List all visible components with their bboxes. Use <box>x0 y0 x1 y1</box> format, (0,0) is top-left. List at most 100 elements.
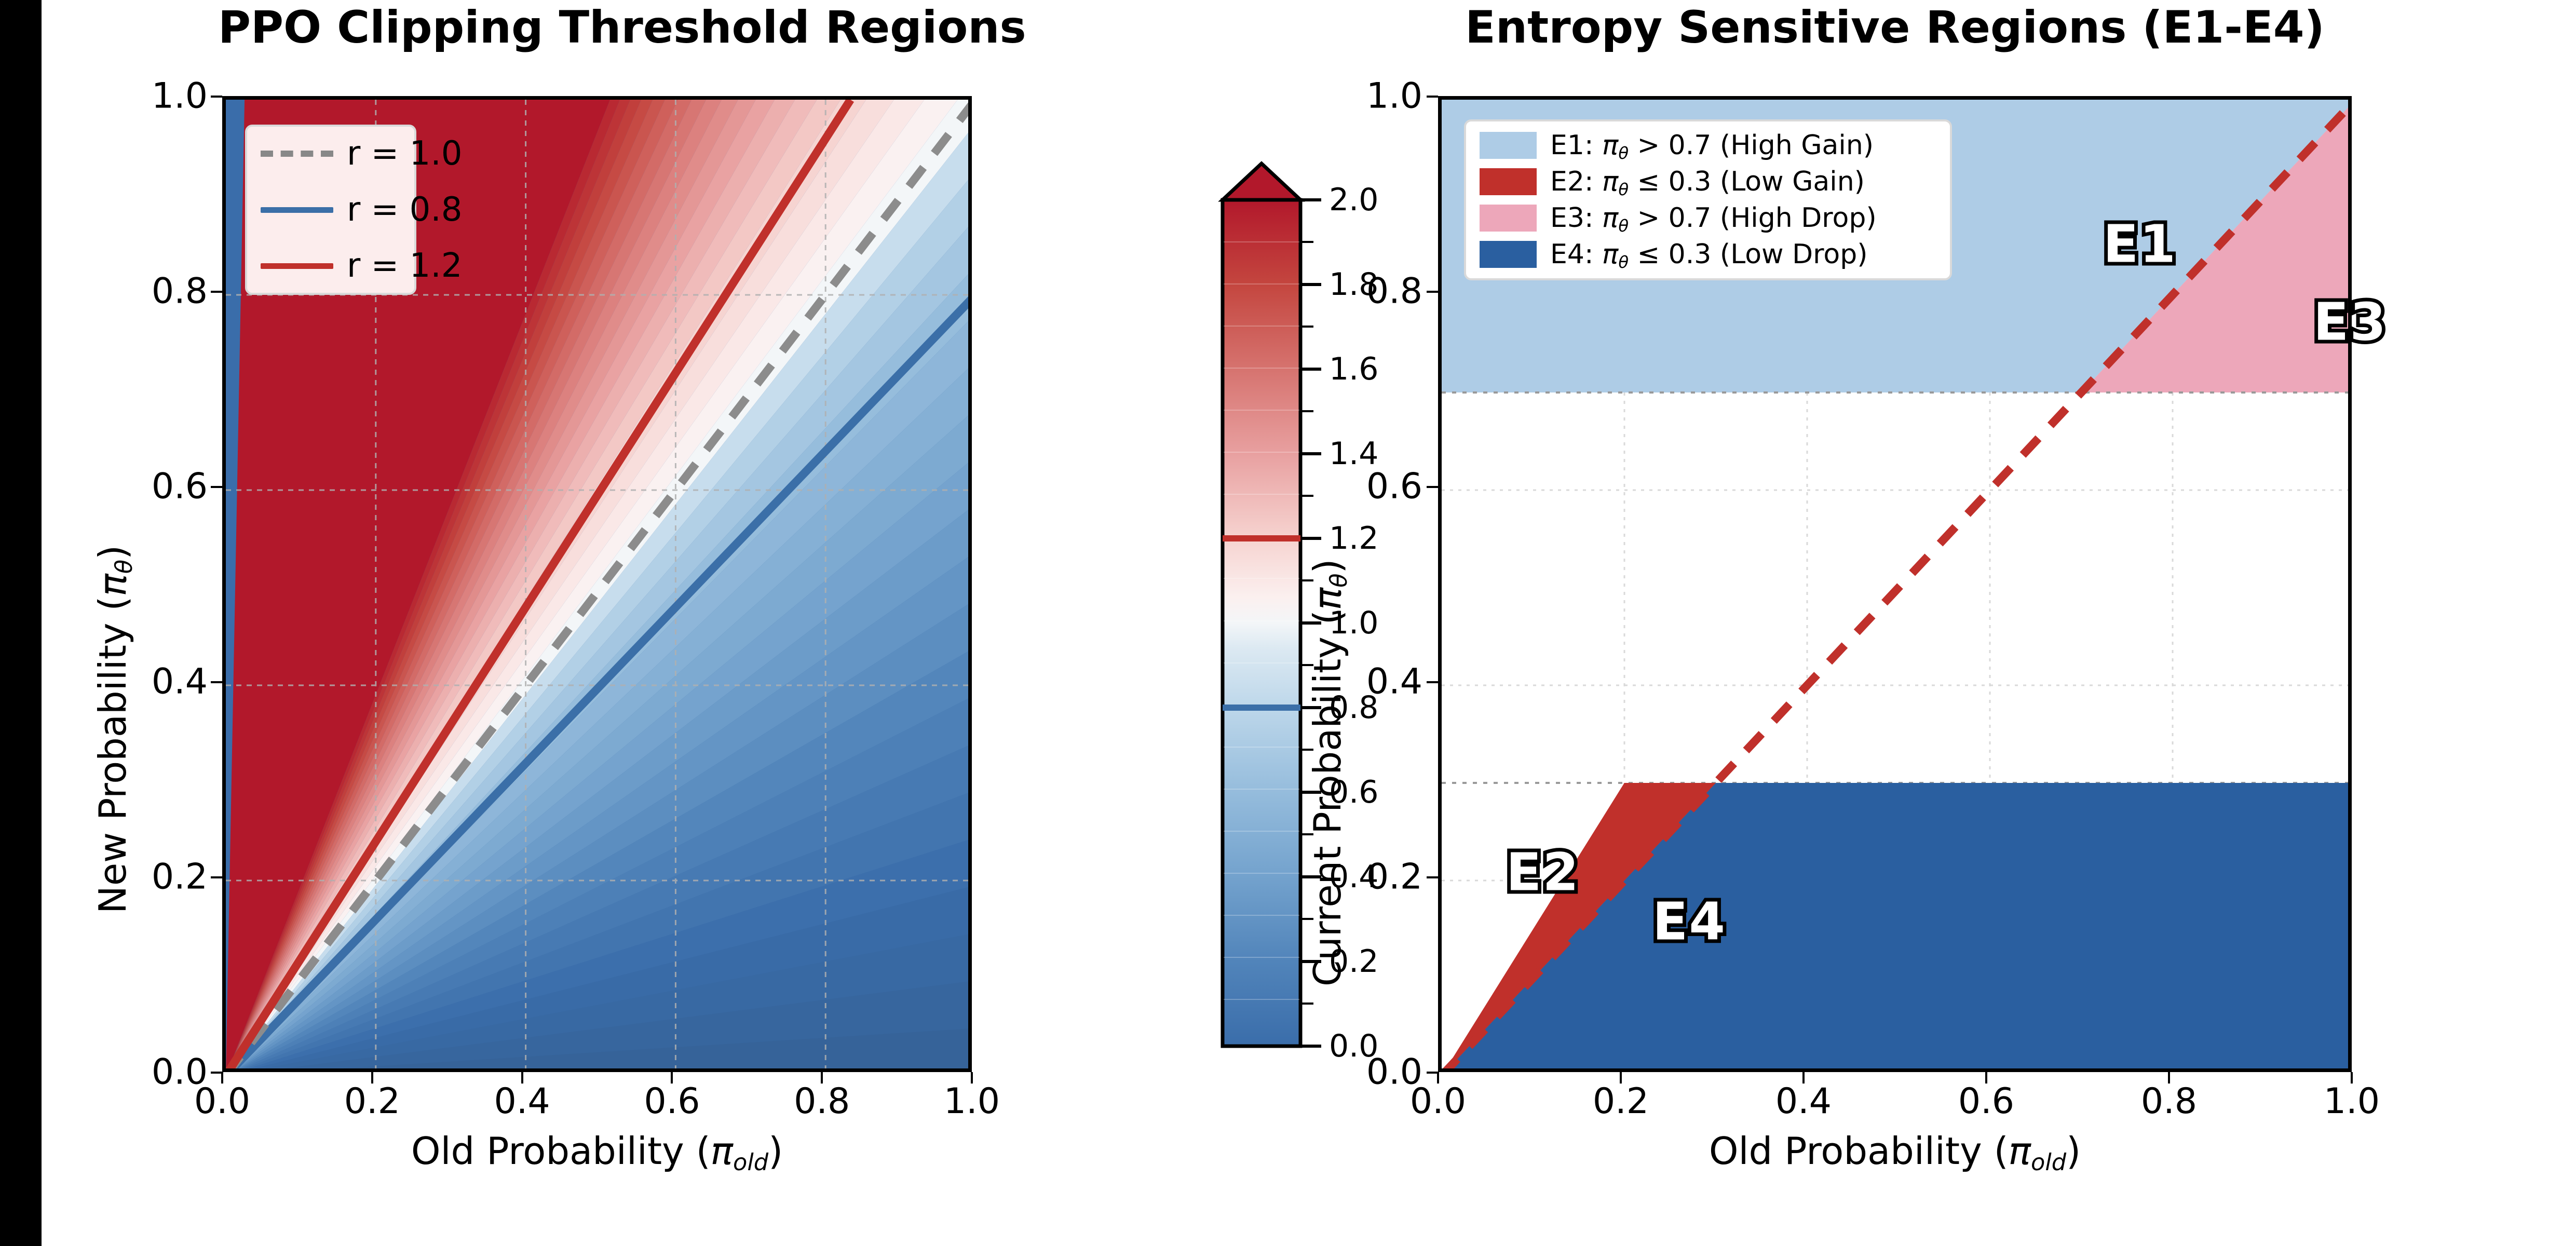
colorbar-tick-label: 1.0 <box>1329 605 1379 641</box>
ytick-label: 1.0 <box>151 75 208 117</box>
left-legend: r = 1.0 r = 0.8 r = 1.2 <box>245 125 462 295</box>
legend-key-line <box>261 207 333 213</box>
colorbar-tick-label: 1.4 <box>1329 436 1379 472</box>
legend-item[interactable]: r = 0.8 <box>261 193 462 226</box>
legend-label-E3: E3: πθ > 0.7 (High Drop) <box>1550 202 1877 236</box>
right-xaxis-label: Old Probability (πold) <box>1709 1129 2081 1176</box>
contour-band <box>264 934 968 1068</box>
xtick-label: 0.4 <box>494 1081 550 1122</box>
xtick-label: 0.2 <box>1592 1081 1649 1122</box>
xtick-mark <box>521 1072 523 1084</box>
xtick-mark <box>2168 1072 2170 1084</box>
ytick-label: 1.0 <box>1366 75 1422 117</box>
xtick-label: 0.6 <box>644 1081 700 1122</box>
colorbar-tick-label: 0.0 <box>1329 1028 1379 1064</box>
xtick-mark <box>371 1072 373 1084</box>
colorbar-tick-label: 0.4 <box>1329 859 1379 895</box>
xtick-label: 0.2 <box>344 1081 400 1122</box>
ytick-label: 0.2 <box>1366 856 1422 898</box>
colorbar-tick-label: 0.8 <box>1329 689 1379 726</box>
legend-swatch-E1 <box>1480 132 1537 159</box>
xtick-mark <box>1985 1072 1987 1084</box>
xtick-mark <box>971 1072 973 1084</box>
ytick-mark <box>211 291 222 293</box>
xtick-mark <box>671 1072 673 1084</box>
xtick-label: 1.0 <box>943 1081 1000 1122</box>
ppo-ratio-heatmap <box>226 100 968 1068</box>
contour-band <box>340 1028 968 1068</box>
legend-label: r = 0.8 <box>347 191 463 229</box>
region-label-E2: E2 <box>1502 838 1582 906</box>
ytick-mark <box>211 681 222 683</box>
right-yaxis-label: Current Probability (πθ) <box>1306 559 1353 986</box>
ytick-mark <box>1427 291 1438 293</box>
contour-band <box>242 746 968 1068</box>
legend-item-E3[interactable]: E3: πθ > 0.7 (High Drop) <box>1480 202 1936 236</box>
colorbar-tick-label: 0.2 <box>1329 943 1379 980</box>
ytick-mark <box>1427 486 1438 488</box>
ytick-mark <box>211 876 222 878</box>
xtick-mark <box>1620 1072 1622 1084</box>
contour-band <box>234 415 968 1068</box>
xtick-label: 1.0 <box>2323 1081 2380 1122</box>
colorbar-tick-label: 1.2 <box>1329 520 1379 557</box>
xtick-mark <box>821 1072 823 1084</box>
colorbar-tick-label: 1.6 <box>1329 351 1379 387</box>
contour-band <box>228 100 642 1068</box>
ytick-mark <box>1427 681 1438 683</box>
left-xaxis-label: Old Probability (πold) <box>411 1129 783 1176</box>
legend-item[interactable]: r = 1.0 <box>261 137 462 170</box>
xtick-label: 0.4 <box>1775 1081 1832 1122</box>
xtick-label: 0.8 <box>2140 1081 2198 1122</box>
contour-band <box>238 651 968 1068</box>
legend-label: r = 1.2 <box>347 247 463 285</box>
contour-band <box>229 100 795 1068</box>
contour-band <box>236 557 968 1068</box>
contour-band <box>231 100 925 1068</box>
legend-key-dashed-line <box>261 151 333 157</box>
ytick-label: 0.8 <box>151 270 208 312</box>
legend-swatch-E3 <box>1480 205 1537 232</box>
colorbar-extend-arrow <box>1218 161 1305 202</box>
contour-band <box>229 100 738 1068</box>
contour-band <box>229 100 665 1068</box>
legend-item-E2[interactable]: E2: πθ ≤ 0.3 (Low Gain) <box>1480 168 1936 198</box>
ytick-mark <box>1427 96 1438 98</box>
contour-band <box>228 100 630 1068</box>
contour-band <box>234 463 968 1068</box>
ytick-mark <box>1427 876 1438 878</box>
legend-swatch-E4 <box>1480 241 1537 268</box>
colorbar-gradient-bar <box>1221 198 1303 1048</box>
left-yaxis-label: New Probability (πθ) <box>91 545 138 914</box>
contour-band <box>229 100 775 1068</box>
figure-canvas: PPO Clipping Threshold Regions <box>42 0 2576 1246</box>
contour-band <box>240 698 968 1068</box>
ytick-mark <box>211 96 222 98</box>
legend-item[interactable]: r = 1.2 <box>261 249 462 282</box>
legend-label: r = 1.0 <box>347 134 463 173</box>
xtick-label: 0.6 <box>1958 1081 2015 1122</box>
legend-item-E4[interactable]: E4: πθ ≤ 0.3 (Low Drop) <box>1480 239 1936 273</box>
colorbar-tick-label: 0.6 <box>1329 774 1379 810</box>
xtick-mark <box>221 1072 223 1084</box>
ytick-mark <box>211 486 222 488</box>
contour-band <box>229 100 756 1068</box>
ytick-mark <box>1427 1072 1438 1074</box>
ytick-label: 0.8 <box>1366 270 1422 312</box>
region-label-E4: E4 <box>1649 888 1729 956</box>
contour-band <box>235 510 968 1068</box>
xtick-mark <box>1437 1072 1439 1084</box>
legend-label-E4: E4: πθ ≤ 0.3 (Low Drop) <box>1550 239 1868 273</box>
contour-band <box>229 100 707 1068</box>
colorbar-svg <box>1218 161 1321 1048</box>
contour-band <box>232 132 968 1068</box>
xtick-mark <box>1802 1072 1805 1084</box>
xtick-label: 0.0 <box>1409 1081 1467 1122</box>
contour-band <box>229 100 722 1068</box>
legend-item-E1[interactable]: E1: πθ > 0.7 (High Gain) <box>1480 130 1936 164</box>
legend-label-E1: E1: πθ > 0.7 (High Gain) <box>1550 130 1874 164</box>
region-label-E1: E1 <box>2099 210 2179 278</box>
contour-band <box>254 887 968 1068</box>
colorbar-tick-label: 1.8 <box>1329 266 1379 303</box>
diagonal-r-1.0 <box>1443 101 2348 1068</box>
